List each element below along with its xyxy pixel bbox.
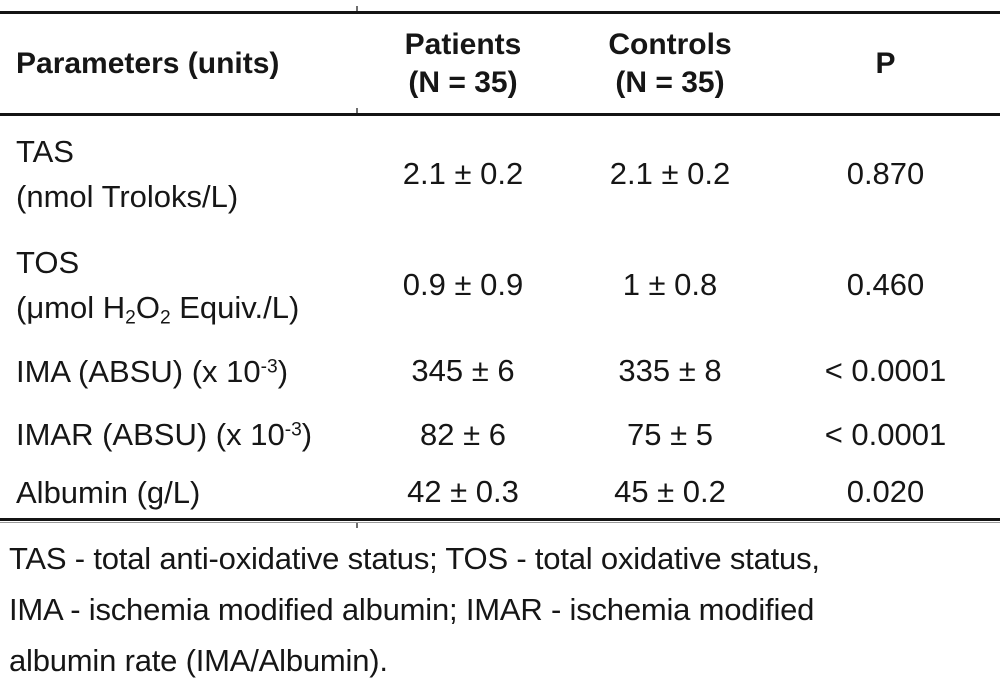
table-row: IMA (ABSU) (x 10-3) 345 ± 6 335 ± 8 < 0.000… — [0, 339, 1000, 403]
table-header-row: Parameters (units) Patients (N = 35) Con… — [0, 14, 1000, 113]
column-divider-tick — [356, 6, 358, 11]
footnote-line: albumin rate (IMA/Albumin). — [9, 643, 388, 678]
controls-value: 335 ± 8 — [618, 353, 722, 388]
table-row: Albumin (g/L) 42 ± 0.3 45 ± 0.2 0.020 — [0, 466, 1000, 518]
footnote-line: IMA - ischemia modified albumin; IMAR - … — [9, 592, 815, 627]
controls-value: 45 ± 0.2 — [614, 474, 726, 509]
parameter-line: (μmol H2O2 Equiv./L) — [16, 290, 300, 329]
column-divider-tick — [356, 523, 358, 528]
parameter-cell: Albumin (g/L) — [0, 470, 357, 515]
table-row: TAS (nmol Troloks/L) 2.1 ± 0.2 2.1 ± 0.2 0.8… — [0, 116, 1000, 231]
parameter-cell: IMAR (ABSU) (x 10-3) — [0, 412, 357, 457]
header-patients: Patients (N = 35) — [404, 27, 522, 99]
patients-value: 82 ± 6 — [420, 416, 506, 452]
parameter-line: IMAR (ABSU) (x 10-3) — [16, 417, 313, 452]
controls-value: 75 ± 5 — [627, 416, 713, 452]
p-value: 0.020 — [846, 474, 925, 509]
parameter-line: Albumin (g/L) — [16, 474, 201, 510]
p-value: < 0.0001 — [824, 353, 947, 388]
patients-value: 42 ± 0.3 — [407, 474, 519, 509]
table-body: TAS (nmol Troloks/L) 2.1 ± 0.2 2.1 ± 0.2 0.8… — [0, 116, 1000, 518]
table-bottom-rule — [0, 518, 1000, 523]
p-value: 0.870 — [846, 155, 925, 191]
parameter-line: TOS — [16, 245, 80, 280]
patients-value: 345 ± 6 — [411, 353, 515, 388]
table-top-rule — [0, 11, 1000, 14]
footnote-line: TAS - total anti-oxidative status; TOS -… — [9, 541, 820, 576]
table-row: IMAR (ABSU) (x 10-3) 82 ± 6 75 ± 5 < 0.0001 — [0, 403, 1000, 466]
parameter-cell: TAS (nmol Troloks/L) — [0, 129, 357, 219]
p-value: 0.460 — [846, 267, 925, 302]
parameter-line: (nmol Troloks/L) — [16, 178, 239, 214]
parameter-line: IMA (ABSU) (x 10-3) — [16, 353, 289, 389]
controls-value: 1 ± 0.8 — [622, 267, 718, 302]
header-parameters: Parameters (units) — [16, 46, 280, 80]
controls-value: 2.1 ± 0.2 — [609, 155, 731, 191]
table-footnote: TAS - total anti-oxidative status; TOS -… — [0, 523, 1000, 686]
patients-value: 2.1 ± 0.2 — [402, 155, 524, 191]
table-row: TOS (μmol H2O2 Equiv./L) 0.9 ± 0.9 1 ± 0.8 0… — [0, 231, 1000, 339]
table-header-rule — [0, 113, 1000, 116]
column-divider-tick — [356, 108, 358, 113]
parameter-cell: IMA (ABSU) (x 10-3) — [0, 349, 357, 394]
p-value: < 0.0001 — [824, 416, 947, 452]
header-p: P — [875, 46, 896, 80]
parameter-line: TAS — [16, 133, 74, 169]
header-controls: Controls (N = 35) — [608, 27, 732, 99]
parameter-cell: TOS (μmol H2O2 Equiv./L) — [0, 240, 357, 330]
patients-value: 0.9 ± 0.9 — [402, 267, 524, 302]
